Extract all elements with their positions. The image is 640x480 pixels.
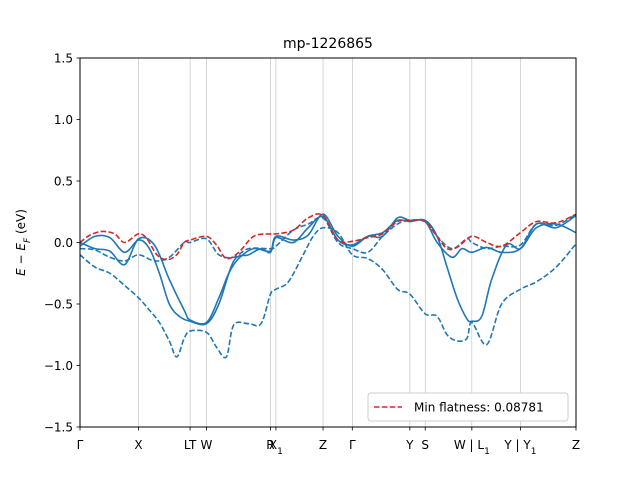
x-tick-label: Z — [319, 438, 327, 452]
min-flatness-band-line — [80, 213, 576, 261]
x-tick-label-text: W — [201, 438, 213, 452]
x-tick-label-text: Γ — [349, 438, 356, 452]
y-tick-label: −1.0 — [44, 359, 73, 373]
x-tick-label-text: Z — [572, 438, 580, 452]
chart-title: mp-1226865 — [283, 36, 373, 52]
y-tick-label: −1.5 — [44, 421, 73, 435]
y-axis-label-main: E − E — [14, 243, 28, 276]
x-tick-label: S — [421, 438, 429, 452]
y-axis-label: E − EF (eV) — [14, 209, 33, 276]
legend-box — [367, 392, 569, 422]
x-tick-label: Z — [572, 438, 580, 452]
legend: Min flatness: 0.08781 — [367, 392, 569, 422]
x-tick-label-text: Γ — [77, 438, 84, 452]
x-tick-label-subscript: 1 — [531, 447, 537, 457]
x-tick-label-text: Y — [405, 438, 414, 452]
y-tick-label: 0.5 — [54, 175, 73, 189]
x-tick-label: X — [134, 438, 142, 452]
x-tick-label-subscript: 1 — [484, 447, 490, 457]
x-tick-label: X1 — [269, 438, 283, 457]
x-tick-label-text: X — [134, 438, 142, 452]
x-tick-label-text: R — [266, 438, 274, 452]
x-tick-label-subscript: 1 — [277, 447, 283, 457]
y-axis-label-unit: (eV) — [14, 209, 28, 238]
y-tick-label: 1.0 — [54, 113, 73, 127]
x-tick-label-text: Y | Y — [503, 438, 531, 452]
x-tick-label: W | L1 — [454, 438, 490, 457]
x-tick-label: Y | Y1 — [503, 438, 536, 457]
x-tick-label: R — [266, 438, 274, 452]
band-lines — [80, 213, 576, 359]
x-tick-label: Y — [405, 438, 414, 452]
legend-label: Min flatness: 0.08781 — [414, 401, 544, 415]
x-tick-label-text: W | L — [454, 438, 485, 452]
x-tick-label-text: LT — [184, 438, 197, 452]
x-tick-label-text: S — [421, 438, 429, 452]
band-line-1 — [80, 213, 576, 326]
x-tick-label: LT — [184, 438, 197, 452]
x-axis: Γ X LT W RX1 Z Γ Y S W | L1 Y | Y1 Z — [77, 427, 580, 457]
x-tick-label-text: Z — [319, 438, 327, 452]
x-tick-label: W — [201, 438, 213, 452]
x-tick-label: Γ — [349, 438, 356, 452]
band-line-3 — [80, 226, 576, 359]
y-axis: 1.5 1.0 0.5 0.0 −0.5 −1.0 −1.5 — [44, 52, 80, 435]
x-tick-label-text: X — [269, 438, 277, 452]
y-axis-label-subscript: F — [23, 237, 33, 243]
y-tick-label: −0.5 — [44, 298, 73, 312]
y-tick-label: 1.5 — [54, 52, 73, 66]
x-tick-label: Γ — [77, 438, 84, 452]
y-tick-label: 0.0 — [54, 236, 73, 250]
